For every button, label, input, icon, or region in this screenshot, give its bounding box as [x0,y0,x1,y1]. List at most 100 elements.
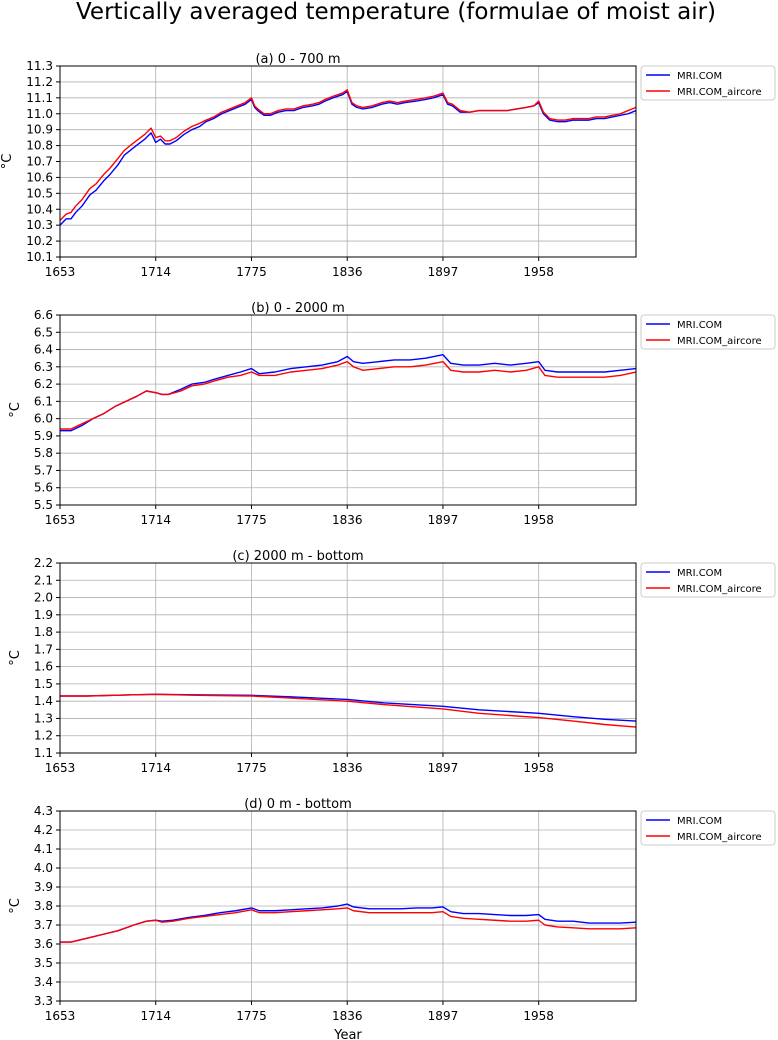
y-tick-label: 3.8 [34,899,53,913]
figure-title: Vertically averaged temperature (formula… [76,0,716,25]
y-tick-label: 6.5 [34,325,53,339]
y-tick-label: 6.6 [34,308,53,322]
legend-label: MRI.COM_aircore [677,87,762,98]
x-tick-label: 1897 [428,513,459,527]
y-tick-label: 6.1 [34,394,53,408]
y-tick-label: 5.9 [34,429,53,443]
x-tick-label: 1775 [236,513,267,527]
panel-b: 5.5 5.6 5.7 5.8 5.9 6.0 6.1 6.2 6.3 6.4 6.5 6.6 1653… [8,301,776,527]
y-tick-label: 6.4 [34,343,53,357]
panel-c: 1.1 1.2 1.3 1.4 1.5 1.6 1.7 1.8 1.9 2.0 2.1 2.2 1653… [8,549,776,775]
x-tick-label: 1836 [332,761,363,775]
series-line-mri-com-aircore [60,360,637,430]
y-tick-label: 4.2 [34,823,53,837]
y-tick-label: 1.9 [34,608,53,622]
legend: MRI.COM MRI.COM_aircore [640,65,776,101]
panel-title: (a) 0 - 700 m [255,52,340,67]
y-tick-label: 10.9 [26,123,53,137]
x-tick-label: 1836 [332,1009,363,1023]
y-tick-label: 4.3 [34,804,53,818]
y-tick-label: 5.7 [34,463,53,477]
panel-title: (b) 0 - 2000 m [251,301,345,316]
y-tick-label: 1.4 [34,694,53,708]
y-tick-label: 2.1 [34,573,53,587]
y-tick-label: 1.1 [34,746,53,760]
y-tick-label: 10.7 [26,155,53,169]
y-tick-label: 5.5 [34,498,53,512]
y-tick-label: 10.4 [26,202,53,216]
legend-label: MRI.COM [677,320,722,331]
x-tick-label: 1653 [45,761,76,775]
series-line-mri-com [59,90,637,226]
legend: MRI.COM MRI.COM_aircore [640,314,776,350]
y-tick-label: 5.6 [34,481,53,495]
plot-frame [59,562,637,754]
x-tick-label: 1775 [236,265,267,279]
y-tick-label: 11.2 [26,75,53,89]
legend: MRI.COM MRI.COM_aircore [640,562,776,598]
y-tick-label: 2.2 [34,556,53,570]
y-tick-label: 10.1 [26,250,53,264]
x-tick-label: 1714 [140,265,171,279]
y-tick-label: 5.8 [34,446,53,460]
x-tick-label: 1958 [523,513,554,527]
legend-label: MRI.COM [677,71,722,82]
y-tick-label: 10.5 [26,186,53,200]
x-tick-label: 1714 [140,761,171,775]
panel-a: 10.1 10.2 10.3 10.4 10.5 10.610.7 10.8 10.9 11.0… [0,52,776,279]
legend-box [640,562,776,598]
legend-label: MRI.COM [677,568,722,579]
x-tick-label: 1653 [45,265,76,279]
y-axis-label: °C [8,650,23,666]
plot-frame [59,314,637,506]
x-tick-label: 1653 [45,1009,76,1023]
y-axis-label: °C [8,402,23,418]
legend-box [640,314,776,350]
y-tick-label: 4.1 [34,842,53,856]
series-line-mri-com-aircore [60,907,637,943]
legend-label: MRI.COM [677,816,722,827]
x-tick-label: 1836 [332,265,363,279]
x-tick-label: 1958 [523,761,554,775]
y-tick-label: 4.0 [34,861,53,875]
panels: 10.1 10.2 10.3 10.4 10.5 10.610.7 10.8 10.9 11.0… [0,52,776,1023]
y-tick-label: 10.2 [26,234,53,248]
y-axis-label: °C [8,898,23,914]
y-axis-label: °C [0,154,15,170]
y-tick-label: 3.4 [34,975,53,989]
x-tick-label: 1958 [523,265,554,279]
y-tick-label: 3.5 [34,956,53,970]
series-line-mri-com-aircore [60,693,637,728]
y-tick-label: 6.3 [34,360,53,374]
legend: MRI.COM MRI.COM_aircore [640,810,776,846]
x-tick-label: 1714 [140,513,171,527]
x-tick-label: 1653 [45,513,76,527]
y-tick-label: 10.3 [26,218,53,232]
y-tick-label: 3.7 [34,918,53,932]
legend-box [640,810,776,846]
y-tick-label: 1.7 [34,642,53,656]
y-tick-label: 3.3 [34,994,53,1008]
y-tick-label: 1.5 [34,677,53,691]
y-tick-label: 6.0 [34,412,53,426]
y-tick-label: 6.2 [34,377,53,391]
x-tick-label: 1897 [428,761,459,775]
y-tick-label: 1.8 [34,625,53,639]
panel-title: (d) 0 m - bottom [244,797,352,812]
y-tick-label: 10.8 [26,139,53,153]
y-tick-label: 1.3 [34,711,53,725]
legend-label: MRI.COM_aircore [677,336,762,347]
x-tick-label: 1897 [428,265,459,279]
x-axis-label: Year [333,1028,362,1040]
x-tick-label: 1714 [140,1009,171,1023]
x-tick-label: 1775 [236,1009,267,1023]
y-tick-label: 11.0 [26,107,53,121]
y-tick-label: 1.2 [34,729,53,743]
y-tick-label: 1.6 [34,660,53,674]
x-tick-label: 1897 [428,1009,459,1023]
series-line-mri-com-aircore [59,89,637,221]
legend-label: MRI.COM_aircore [677,832,762,843]
x-tick-label: 1958 [523,1009,554,1023]
